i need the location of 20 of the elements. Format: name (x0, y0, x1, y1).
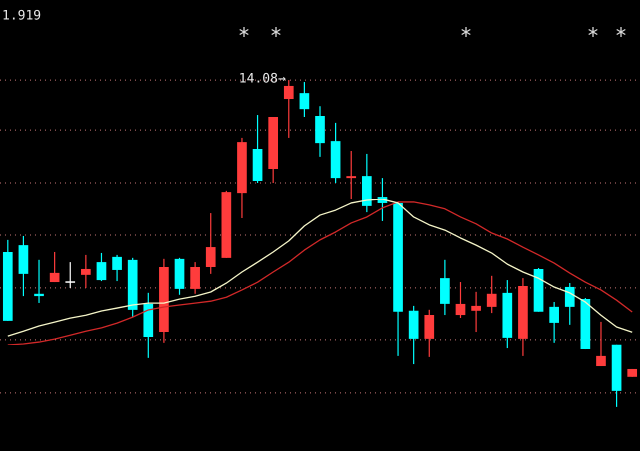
candlestick (34, 259, 44, 304)
candlestick (564, 282, 575, 326)
candlestick (81, 254, 91, 289)
candlestick (346, 150, 356, 200)
candlestick (50, 251, 60, 283)
candlestick (300, 81, 310, 118)
candlestick (284, 79, 294, 139)
candlestick (112, 254, 122, 282)
annotation: 14.08→ (238, 71, 286, 86)
candlestick (190, 262, 200, 294)
candlestick (206, 212, 216, 274)
candlestick (596, 321, 606, 367)
candlestick (486, 275, 497, 314)
candlestick (65, 262, 76, 289)
candlestick (549, 301, 559, 344)
candlestick (471, 291, 481, 333)
candlestick (96, 252, 106, 282)
candlestick (456, 281, 466, 319)
candlestick (424, 309, 434, 358)
text: 1.919 (2, 8, 42, 24)
